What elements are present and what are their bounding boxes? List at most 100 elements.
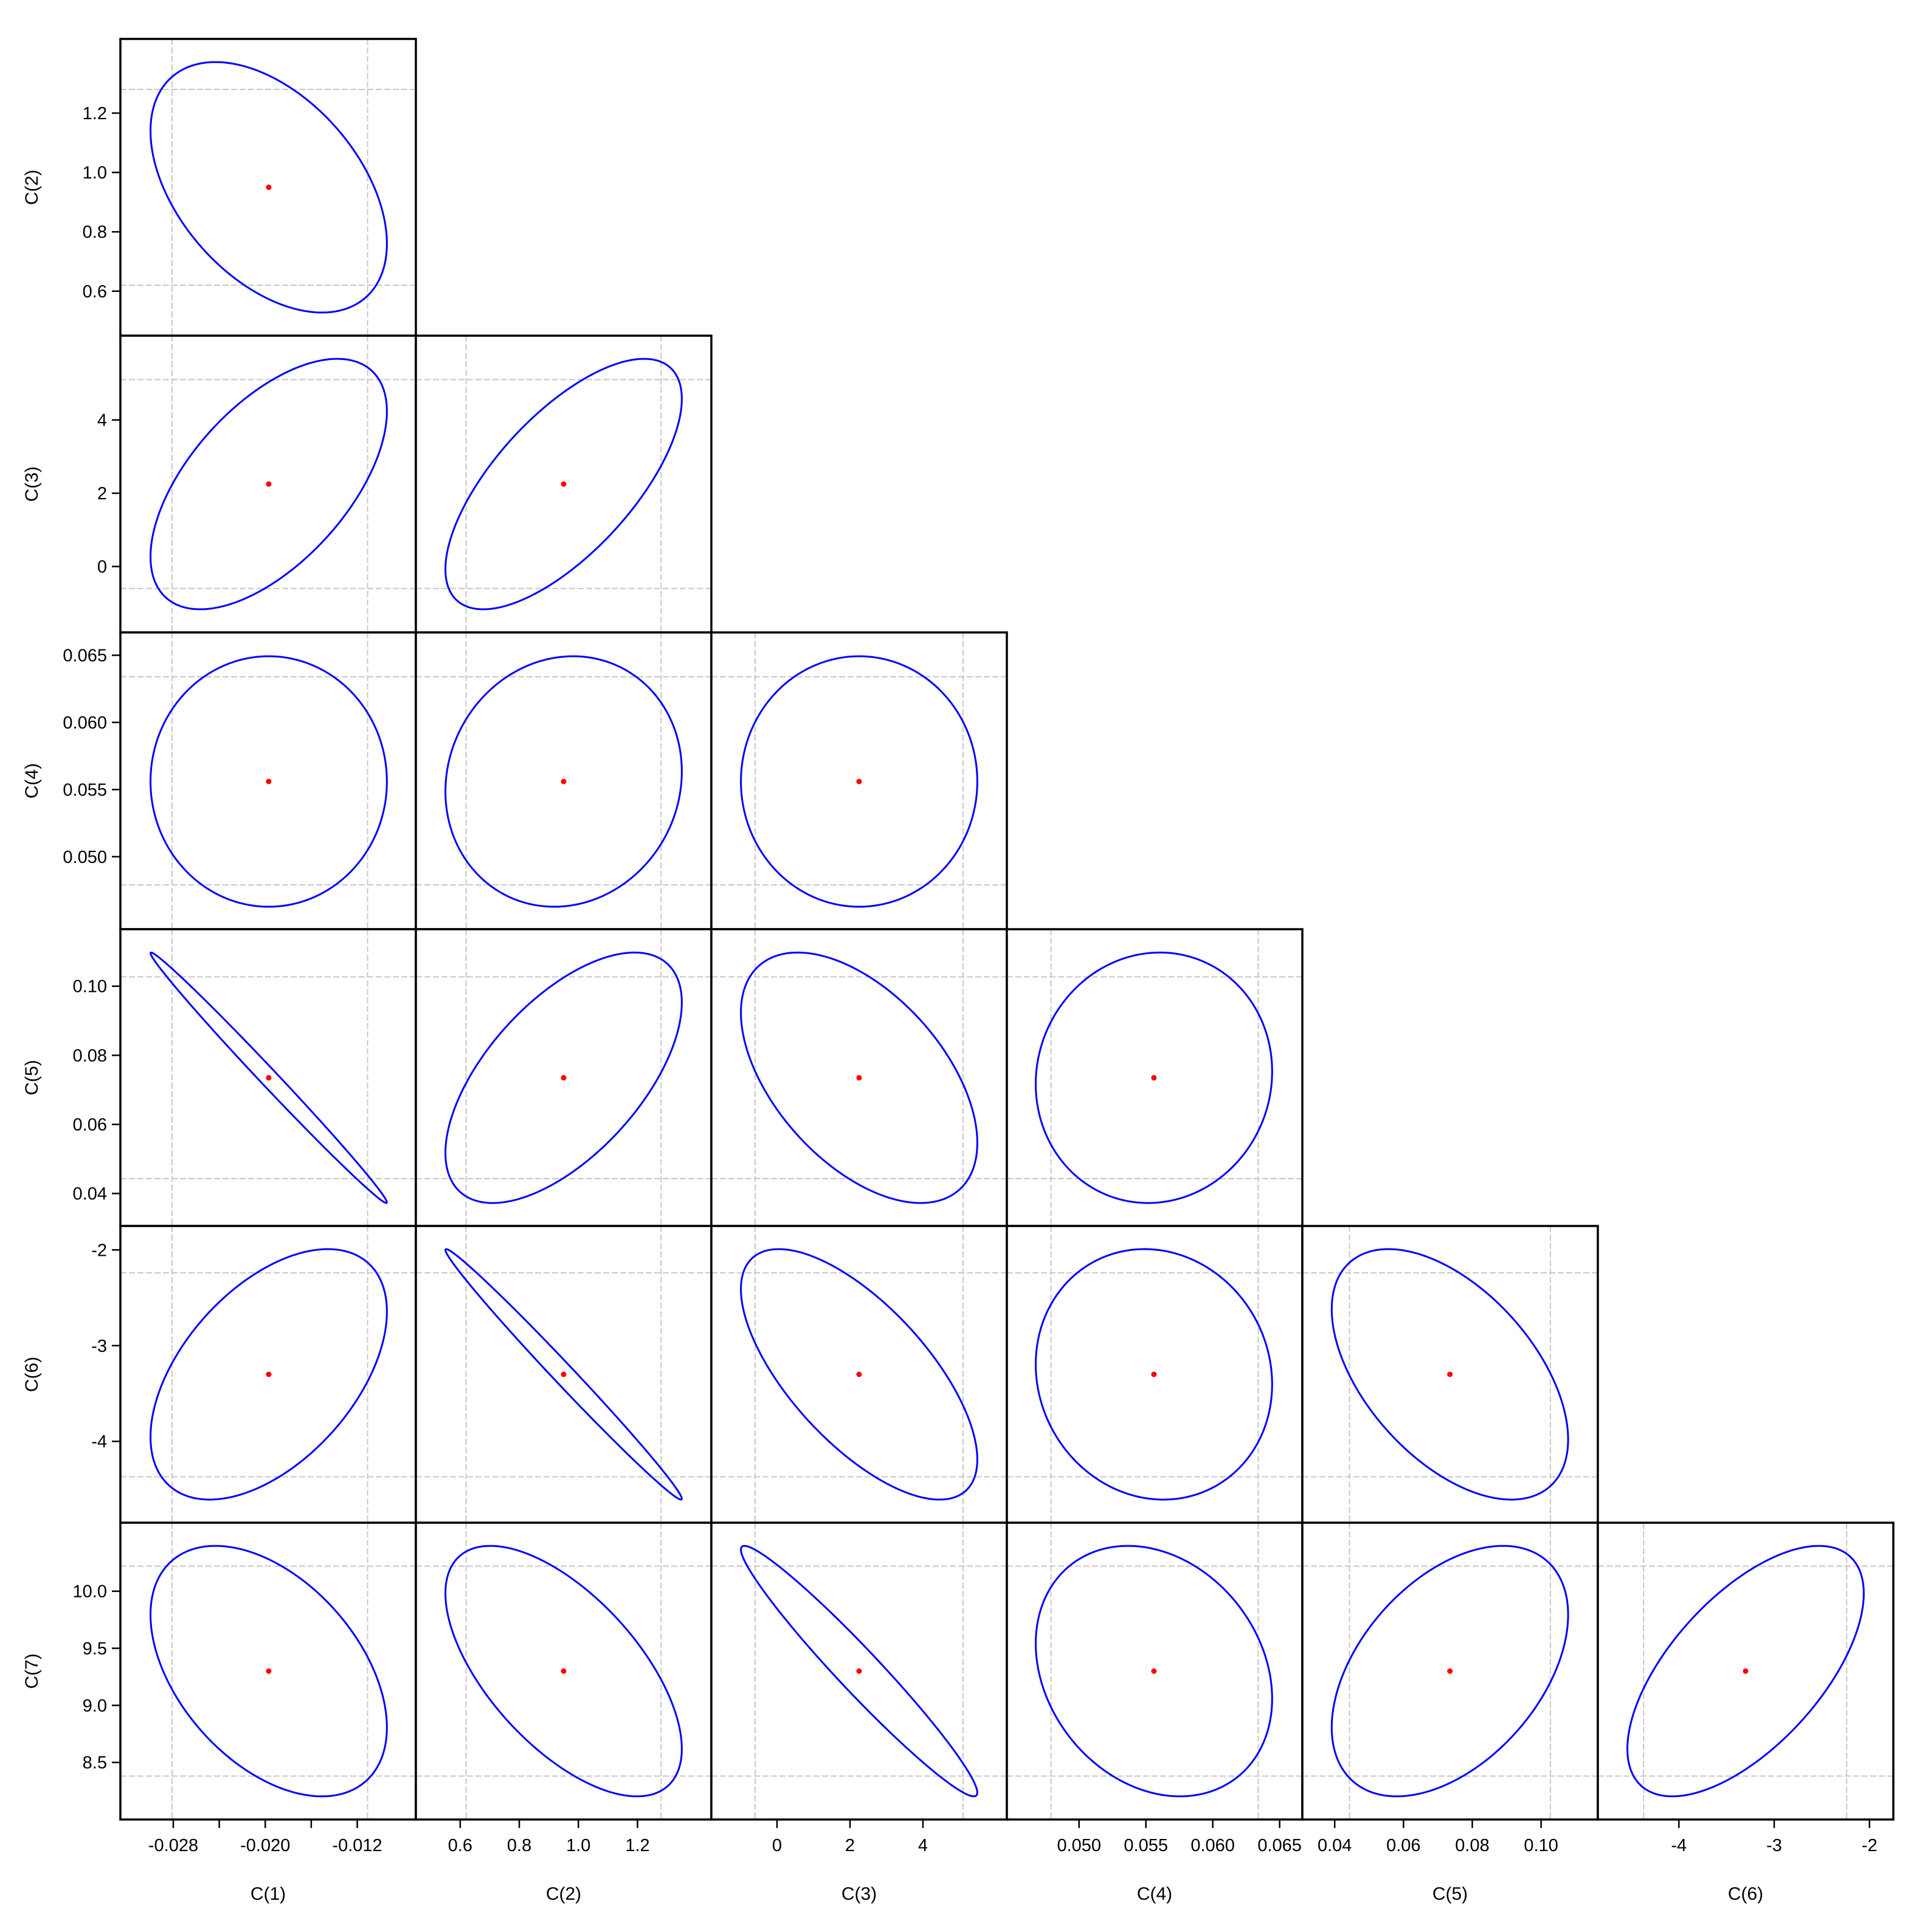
estimate-point	[1447, 1668, 1453, 1674]
x-tick-label: 1.0	[566, 1836, 590, 1855]
confidence-ellipse	[444, 951, 683, 1204]
y-axis-c2: 0.6 0.8 1.0 1.2 C(2)	[22, 104, 120, 302]
cell-c1-c4	[119, 631, 417, 930]
confidence-ellipse	[444, 1248, 683, 1501]
x-tick-label: 0.050	[1057, 1836, 1101, 1855]
confidence-ellipse	[150, 655, 388, 908]
estimate-point	[266, 1668, 272, 1674]
confidence-ellipse	[1626, 1545, 1865, 1798]
estimate-point	[266, 778, 272, 784]
y-tick-label: 2	[97, 484, 107, 504]
cell-c1-c5	[119, 928, 417, 1227]
y-tick-label: 1.0	[83, 164, 107, 183]
estimate-point	[266, 481, 272, 487]
x-axis-c1: -0.028 -0.020 -0.012 C(1)	[148, 1819, 382, 1904]
x-axis-c6: -4 -3 -2 C(6)	[1671, 1819, 1878, 1904]
confidence-ellipse	[1034, 1545, 1273, 1798]
y-axis-c6: -4 -3 -2 C(6)	[22, 1241, 120, 1452]
estimate-point	[561, 1371, 567, 1377]
cell-c2-c4	[415, 631, 713, 930]
y-tick-label: 0.050	[63, 848, 107, 867]
y-axis-c5: 0.04 0.06 0.08 0.10 C(5)	[22, 977, 120, 1204]
cell-c4-c7	[1006, 1522, 1304, 1821]
y-tick-label: 1.2	[83, 104, 107, 123]
y-tick-label: 0.8	[83, 223, 107, 242]
confidence-ellipse	[150, 1248, 388, 1501]
y-tick-label: 0.04	[73, 1185, 107, 1204]
x-tick-label: -0.012	[332, 1836, 382, 1855]
x-axis-label: C(4)	[1137, 1884, 1172, 1904]
cell-c5-c7	[1301, 1522, 1599, 1821]
estimate-point	[266, 1075, 272, 1081]
cell-c1-c2	[119, 38, 417, 337]
estimate-point	[1447, 1371, 1453, 1377]
y-tick-label: 0	[97, 558, 107, 577]
x-tick-label: 0.060	[1190, 1836, 1235, 1855]
y-axis-c7: 8.5 9.0 9.5 10.0 C(7)	[22, 1582, 120, 1773]
x-tick-label: 0.8	[507, 1836, 531, 1855]
y-tick-label: -4	[91, 1432, 107, 1452]
x-tick-label: 0.10	[1524, 1836, 1558, 1855]
y-axis-label: C(2)	[22, 170, 42, 205]
x-tick-label: 0.055	[1124, 1836, 1168, 1855]
x-axis-c5: 0.04 0.06 0.08 0.10 C(5)	[1318, 1819, 1558, 1904]
x-tick-label: -0.020	[240, 1836, 290, 1855]
x-axis-label: C(3)	[841, 1884, 877, 1904]
x-tick-label: 0	[772, 1836, 782, 1855]
confidence-ellipse	[740, 951, 978, 1204]
confidence-ellipse	[444, 655, 683, 908]
estimate-point	[266, 1371, 272, 1377]
confidence-ellipse	[740, 655, 978, 908]
y-tick-label: 0.08	[73, 1046, 107, 1065]
x-axes: -0.028 -0.020 -0.012 C(1) 0.6 0.8 1.0 1.2 C(2) 0 2…	[148, 1819, 1878, 1904]
cell-c4-c6	[1006, 1225, 1304, 1524]
confidence-ellipse	[740, 1248, 978, 1501]
estimate-point	[856, 778, 862, 784]
y-tick-label: 0.060	[63, 713, 107, 733]
estimate-point	[266, 184, 272, 190]
y-axis-label: C(7)	[22, 1653, 42, 1689]
x-tick-label: 0.065	[1257, 1836, 1302, 1855]
cell-c2-c5	[415, 928, 713, 1227]
x-tick-label: -2	[1862, 1836, 1878, 1855]
cell-c2-c3	[415, 334, 713, 634]
x-axis-c2: 0.6 0.8 1.0 1.2 C(2)	[448, 1819, 650, 1904]
estimate-point	[561, 1075, 567, 1081]
cell-c4-c5	[1006, 928, 1304, 1227]
x-tick-label: -4	[1671, 1836, 1687, 1855]
estimate-point	[1151, 1075, 1157, 1081]
estimate-point	[561, 778, 567, 784]
y-tick-label: 0.6	[83, 282, 107, 302]
cell-c2-c6	[415, 1225, 713, 1524]
y-tick-label: 0.065	[63, 646, 107, 666]
y-tick-label: -3	[91, 1337, 107, 1356]
x-tick-label: 0.06	[1386, 1836, 1420, 1855]
cell-border	[1597, 1522, 1895, 1821]
estimate-point	[1743, 1668, 1749, 1674]
x-axis-label: C(1)	[250, 1884, 286, 1904]
estimate-point	[856, 1075, 862, 1081]
x-tick-label: -0.028	[148, 1836, 198, 1855]
confidence-ellipse	[150, 358, 388, 611]
x-axis-label: C(2)	[546, 1884, 581, 1904]
cell-c5-c6	[1301, 1225, 1599, 1524]
x-axis-c4: 0.050 0.055 0.060 0.065 C(4)	[1057, 1819, 1302, 1904]
y-axis-label: C(5)	[22, 1060, 42, 1095]
y-tick-label: 9.5	[83, 1639, 107, 1658]
x-tick-label: -3	[1766, 1836, 1782, 1855]
estimate-point	[856, 1371, 862, 1377]
y-axis-label: C(4)	[22, 763, 42, 798]
cell-c1-c6	[119, 1225, 417, 1524]
x-tick-label: 0.04	[1318, 1836, 1352, 1855]
x-tick-label: 4	[918, 1836, 928, 1855]
y-tick-label: -2	[91, 1241, 107, 1260]
y-axes: 0.60.81.01.2C(2)024C(3)0.0500.0550.0600.…	[22, 104, 120, 1773]
x-axis-c3: 0 2 4 C(3)	[772, 1819, 928, 1904]
matrix-cells	[119, 38, 1895, 1821]
cell-c2-c7	[415, 1522, 713, 1821]
confidence-ellipse	[740, 1545, 978, 1798]
confidence-ellipse	[1330, 1248, 1569, 1501]
confidence-ellipse	[444, 358, 683, 611]
x-axis-label: C(6)	[1728, 1884, 1763, 1904]
